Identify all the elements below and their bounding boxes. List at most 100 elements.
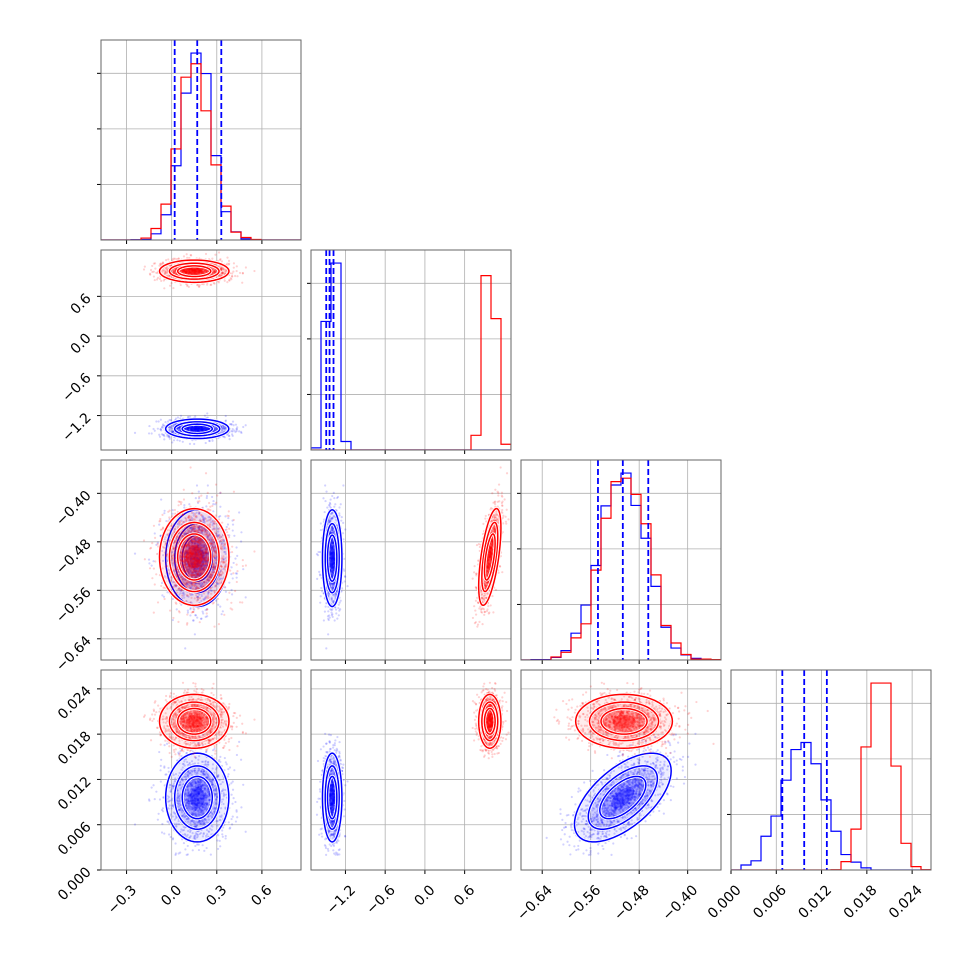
sample-point — [194, 428, 198, 432]
sample-point — [205, 595, 208, 598]
sample-point — [191, 565, 195, 569]
sample-point — [180, 519, 183, 522]
sample-point — [185, 581, 188, 585]
sample-point — [191, 271, 194, 274]
sample-point — [191, 269, 194, 272]
sample-point — [181, 270, 184, 273]
sample-point — [193, 268, 196, 271]
sample-point — [199, 425, 202, 428]
sample-point — [198, 541, 201, 544]
sample-point — [197, 429, 200, 432]
sample-point — [193, 428, 196, 431]
sample-point — [193, 546, 196, 549]
sample-point — [196, 425, 200, 428]
sample-point — [186, 560, 189, 563]
sample-point — [181, 534, 185, 538]
sample-point — [229, 277, 232, 280]
sample-point — [200, 272, 203, 275]
histogram-blue — [311, 262, 511, 450]
sample-point — [167, 435, 170, 439]
sample-point — [204, 517, 207, 520]
sample-point — [210, 575, 213, 578]
sample-point — [213, 271, 216, 274]
sample-point — [198, 582, 201, 585]
sample-point — [171, 618, 174, 622]
density-fill — [189, 546, 205, 570]
sample-point — [195, 427, 198, 430]
sample-point — [178, 426, 181, 429]
sample-point — [188, 271, 192, 274]
sample-point — [195, 545, 198, 548]
sample-point — [190, 544, 193, 547]
sample-point — [187, 564, 191, 567]
sample-point — [194, 583, 197, 586]
sample-point — [188, 426, 191, 429]
sample-point — [174, 267, 177, 270]
sample-point — [221, 271, 224, 274]
sample-point — [182, 579, 185, 582]
sample-point — [187, 561, 191, 564]
sample-point — [185, 560, 188, 563]
sample-point — [200, 494, 203, 497]
sample-point — [203, 530, 207, 533]
sample-point — [194, 270, 197, 273]
sample-point — [187, 529, 191, 533]
sample-point — [191, 426, 194, 429]
sample-point — [182, 270, 186, 273]
sample-point — [193, 553, 196, 556]
sample-point — [190, 571, 193, 574]
sample-point — [188, 503, 191, 506]
sample-point — [198, 551, 201, 554]
sample-point — [221, 545, 225, 548]
sample-point — [194, 559, 198, 562]
sample-point — [162, 527, 165, 530]
sample-point — [169, 426, 172, 429]
sample-point — [196, 559, 199, 562]
sample-point — [244, 266, 248, 269]
sample-point — [190, 539, 193, 542]
sample-point — [181, 269, 184, 272]
sample-point — [203, 426, 207, 429]
sample-point — [184, 520, 188, 523]
sample-point — [172, 616, 175, 620]
sample-point — [194, 514, 197, 518]
sample-point — [192, 268, 196, 271]
sample-point — [187, 565, 190, 568]
sample-point — [196, 270, 199, 274]
sample-point — [149, 273, 152, 276]
sample-point — [211, 271, 215, 274]
sample-point — [164, 575, 167, 578]
sample-point — [206, 427, 209, 430]
sample-point — [173, 568, 176, 571]
sample-point — [231, 427, 234, 431]
sample-point — [181, 268, 184, 272]
sample-point — [189, 565, 192, 568]
sample-point — [205, 553, 208, 556]
sample-point — [223, 279, 226, 282]
sample-point — [197, 583, 200, 586]
sample-point — [200, 551, 204, 554]
sample-point — [185, 552, 188, 555]
sample-point — [198, 528, 201, 531]
sample-point — [236, 275, 239, 278]
sample-point — [187, 516, 190, 519]
sample-point — [180, 551, 183, 555]
sample-point — [195, 537, 198, 540]
sample-point — [196, 552, 199, 555]
sample-point — [199, 270, 202, 273]
sample-point — [203, 581, 206, 584]
sample-point — [190, 272, 193, 275]
sample-point — [197, 428, 200, 431]
sample-point — [191, 517, 194, 520]
sample-point — [172, 553, 176, 556]
sample-point — [211, 573, 214, 577]
sample-point — [179, 576, 183, 579]
sample-point — [195, 511, 198, 514]
sample-point — [196, 427, 200, 430]
sample-point — [165, 268, 169, 272]
sample-point — [205, 560, 208, 563]
sample-point — [198, 270, 201, 273]
contour-line — [158, 259, 230, 284]
sample-point — [202, 567, 205, 570]
sample-point — [193, 633, 196, 636]
